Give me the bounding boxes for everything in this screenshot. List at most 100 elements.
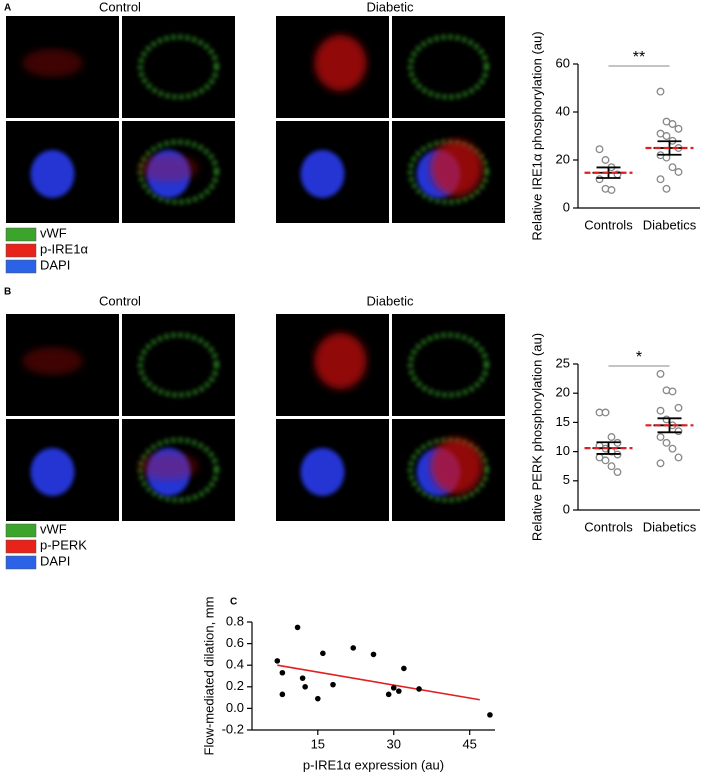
data-point xyxy=(656,459,665,468)
y-tick-label: 20 xyxy=(556,151,570,166)
legend-label: p-IRE1α xyxy=(40,241,88,256)
nucleus xyxy=(30,448,75,496)
legend-swatch xyxy=(5,227,37,242)
data-point xyxy=(607,462,616,471)
data-point xyxy=(607,433,616,441)
y-axis-title: Flow-mediated dilation, mm xyxy=(201,597,216,756)
data-point xyxy=(674,403,683,412)
data-point xyxy=(370,651,377,658)
data-point xyxy=(294,624,301,631)
data-point xyxy=(656,87,665,96)
nucleus xyxy=(300,150,345,198)
x-tick-label: Diabetics xyxy=(643,217,697,232)
data-point xyxy=(668,120,677,128)
data-point xyxy=(662,132,671,140)
y-axis-title: Relative IRE1α phosphorylation (au) xyxy=(529,31,544,240)
green-signal xyxy=(138,34,219,100)
data-point xyxy=(416,686,422,692)
data-point xyxy=(601,408,610,417)
y-tick-label: 0.4 xyxy=(226,657,244,672)
legend-swatch xyxy=(5,539,37,554)
data-point xyxy=(668,163,677,172)
data-point xyxy=(279,691,286,698)
y-tick-label: 0 xyxy=(563,501,570,516)
data-point xyxy=(656,175,665,184)
nucleus xyxy=(300,448,345,496)
data-point xyxy=(656,369,665,378)
legend-label: DAPI xyxy=(40,257,70,272)
legend-swatch xyxy=(5,523,37,538)
green-signal xyxy=(408,139,489,205)
red-signal xyxy=(314,35,367,91)
x-tick-label: Controls xyxy=(584,519,633,534)
green-signal xyxy=(138,332,219,398)
data-point xyxy=(330,681,336,688)
x-tick-label: 30 xyxy=(387,736,401,751)
data-point xyxy=(674,124,683,133)
legend-swatch xyxy=(5,555,37,570)
data-point xyxy=(390,685,397,691)
data-point xyxy=(601,156,610,164)
x-tick-label: Diabetics xyxy=(643,519,697,534)
data-point xyxy=(674,427,683,436)
panel-label: B xyxy=(4,287,11,298)
data-point xyxy=(274,658,281,664)
data-point xyxy=(487,712,493,718)
nucleus xyxy=(30,150,75,198)
data-point xyxy=(607,186,616,194)
condition-title: Diabetic xyxy=(367,293,414,308)
data-point xyxy=(656,433,665,441)
data-point xyxy=(302,684,308,690)
data-point xyxy=(613,468,622,476)
y-tick-label: 25 xyxy=(556,355,570,370)
data-point xyxy=(350,645,357,651)
y-tick-label: 0.0 xyxy=(226,700,244,715)
green-signal xyxy=(408,332,489,398)
red-signal xyxy=(138,452,199,480)
y-tick-label: 15 xyxy=(556,414,570,429)
condition-title: Control xyxy=(99,293,141,308)
y-tick-label: 0 xyxy=(563,199,570,214)
significance-label: ** xyxy=(633,49,645,66)
y-tick-label: 10 xyxy=(556,443,570,458)
legend-label: vWF xyxy=(40,521,67,536)
data-point xyxy=(601,456,610,465)
green-signal xyxy=(408,34,489,100)
data-point xyxy=(674,168,683,176)
red-signal xyxy=(138,154,199,182)
data-point xyxy=(656,406,665,415)
data-point xyxy=(674,453,683,462)
y-tick-label: 5 xyxy=(563,472,570,487)
data-point xyxy=(385,691,392,698)
x-tick-label: Controls xyxy=(584,217,633,232)
red-signal xyxy=(22,49,83,77)
data-point xyxy=(662,438,671,447)
red-signal xyxy=(314,333,367,389)
red-signal xyxy=(430,140,483,196)
legend-label: DAPI xyxy=(40,553,70,568)
x-axis-title: p-IRE1α expression (au) xyxy=(303,757,444,772)
legend-swatch xyxy=(5,259,37,274)
data-point xyxy=(668,444,677,453)
y-tick-label: 0.2 xyxy=(226,678,244,693)
x-tick-label: 45 xyxy=(462,736,476,751)
y-tick-label: 0.6 xyxy=(226,635,244,650)
green-signal xyxy=(408,437,489,503)
y-tick-label: 0.8 xyxy=(226,613,244,628)
y-axis-title: Relative PERK phosphorylation (au) xyxy=(529,333,544,541)
data-point xyxy=(320,650,326,657)
legend-label: vWF xyxy=(40,225,67,240)
data-point xyxy=(595,175,604,184)
significance-label: * xyxy=(636,349,642,366)
data-point xyxy=(662,184,671,193)
data-point xyxy=(595,145,604,154)
y-tick-label: 60 xyxy=(556,55,570,70)
x-tick-label: 15 xyxy=(311,736,325,751)
data-point xyxy=(279,669,286,676)
data-point xyxy=(396,688,402,694)
legend-swatch xyxy=(5,243,37,258)
y-tick-label: -0.2 xyxy=(222,721,244,736)
panel-label: C xyxy=(230,597,237,608)
condition-title: Control xyxy=(99,0,141,14)
